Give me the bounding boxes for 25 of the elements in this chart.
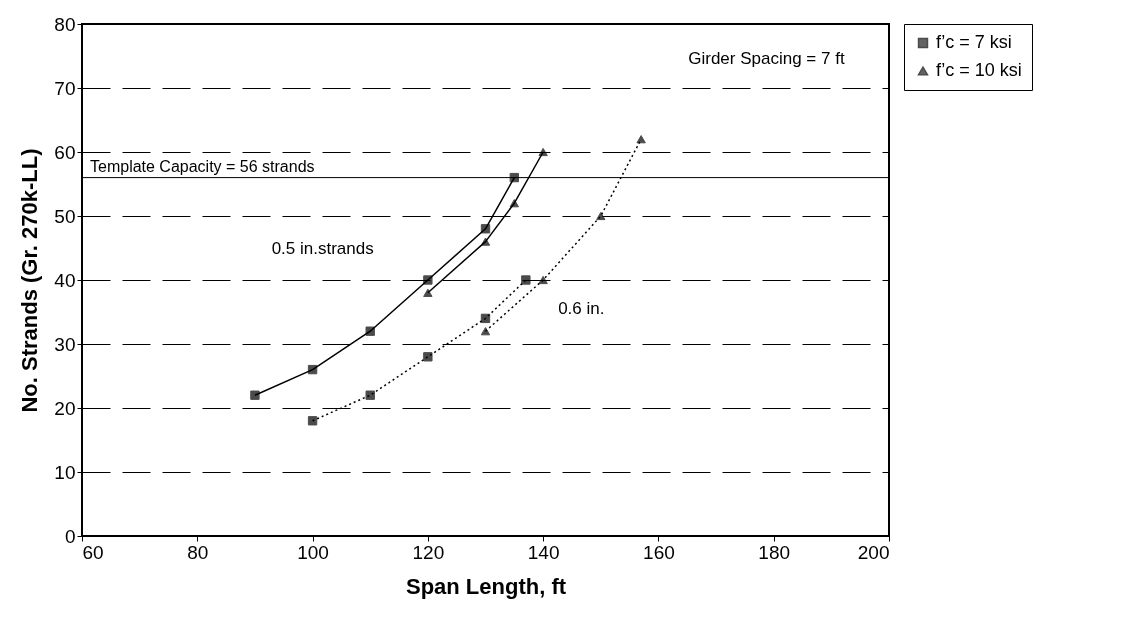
x-tick-label: 100 — [297, 541, 329, 563]
x-tick-label: 60 — [82, 541, 104, 563]
annotation: 0.6 in. — [558, 299, 605, 319]
x-tick-label: 80 — [187, 541, 209, 563]
ref-line-label: Template Capacity = 56 strands — [90, 157, 315, 175]
x-tick-label: 180 — [758, 541, 791, 563]
legend-label: f’c = 10 ksi — [936, 60, 1022, 80]
y-tick-label: 40 — [54, 269, 76, 291]
annotation: Girder Spacing = 7 ft — [688, 48, 845, 68]
y-tick-label: 80 — [54, 13, 76, 35]
x-tick-label: 120 — [412, 541, 445, 563]
y-tick-label: 10 — [54, 461, 76, 483]
legend-label: f’c = 7 ksi — [936, 32, 1012, 52]
x-tick-label: 160 — [643, 541, 675, 563]
y-tick-label: 30 — [54, 333, 76, 355]
y-tick-label: 0 — [64, 525, 76, 547]
y-tick-label: 20 — [54, 397, 76, 419]
x-axis-title: Span Length, ft — [405, 573, 567, 599]
y-tick-label: 70 — [54, 77, 76, 99]
x-tick-label: 200 — [857, 541, 890, 563]
x-tick-label: 140 — [527, 541, 560, 563]
y-tick-label: 50 — [54, 205, 76, 227]
annotation: 0.5 in.strands — [271, 239, 374, 259]
y-tick-label: 60 — [54, 141, 76, 163]
y-axis-title: No. Strands (Gr. 270k-LL) — [17, 148, 43, 413]
